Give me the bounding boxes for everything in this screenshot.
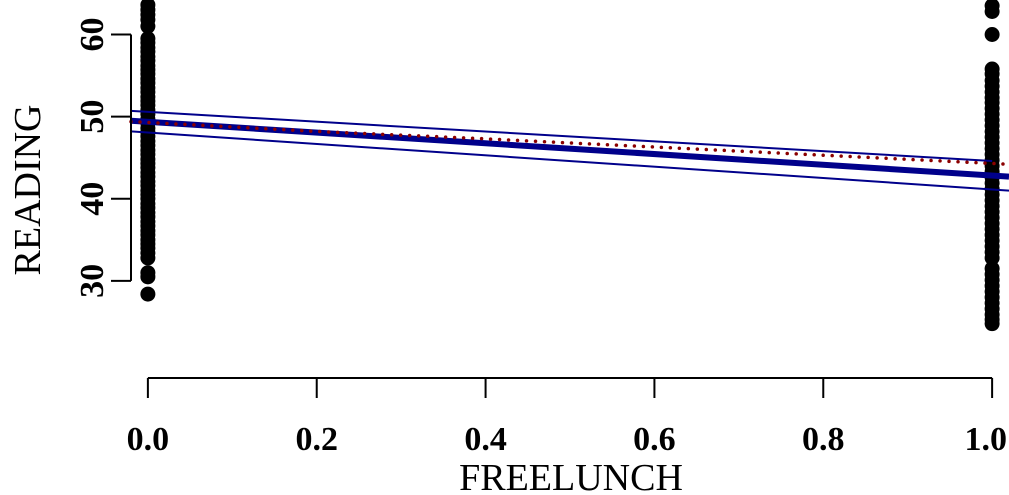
fit-line <box>130 117 1009 180</box>
y-tick-label: 40 <box>74 182 111 216</box>
data-point <box>984 316 1000 332</box>
data-point <box>984 4 1000 19</box>
y-tick-label: 60 <box>74 18 111 52</box>
y-axis: 30 40 50 60 <box>74 18 132 298</box>
upper-band-line <box>130 109 993 162</box>
x-tick-label: 0.4 <box>464 421 507 458</box>
data-point <box>140 250 156 266</box>
smooth-line <box>129 119 1009 167</box>
y-tick-label: 30 <box>74 264 111 298</box>
x-tick-label: 1.0 <box>965 421 1008 458</box>
y-tick-label: 50 <box>74 100 111 134</box>
data-point <box>984 250 1000 266</box>
regression-lines <box>129 109 1009 192</box>
x-tick-label: 0.2 <box>295 421 338 458</box>
x-tick-label: 0.0 <box>127 421 170 458</box>
x-axis-title: FREELUNCH <box>459 457 683 495</box>
data-point <box>140 269 156 285</box>
lower-band-line <box>130 130 1009 192</box>
data-point <box>984 27 1000 42</box>
data-point <box>140 286 156 302</box>
x-tick-label: 0.8 <box>802 421 845 458</box>
data-point <box>140 18 156 34</box>
y-axis-title: READING <box>7 105 49 276</box>
data-points <box>140 0 1000 332</box>
x-axis: 0.0 0.2 0.4 0.6 0.8 1.0 <box>127 377 1008 458</box>
x-tick-label: 0.6 <box>633 421 676 458</box>
